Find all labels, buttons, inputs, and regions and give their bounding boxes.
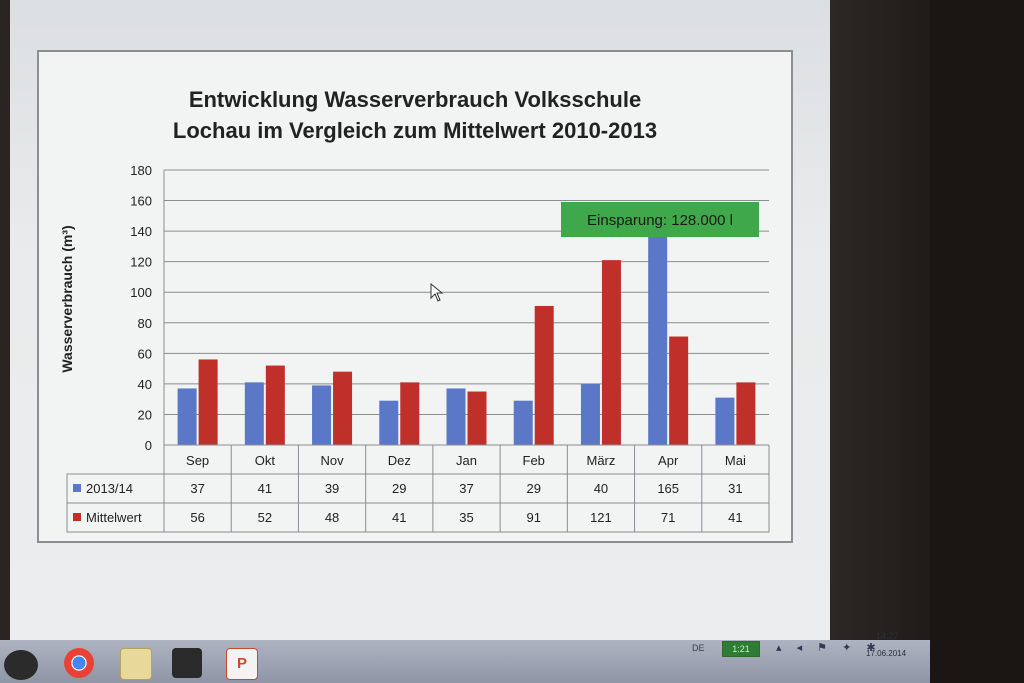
- clock-time[interactable]: 14:27: [876, 631, 899, 641]
- table-cell: 37: [459, 481, 473, 496]
- x-tick-label: März: [586, 453, 615, 468]
- screen-bezel: [830, 0, 930, 683]
- table-cell: 165: [657, 481, 679, 496]
- legend-label: Mittelwert: [86, 510, 142, 525]
- table-cell: 121: [590, 510, 612, 525]
- table-cell: 31: [728, 481, 742, 496]
- bar-mittelwert-0: [198, 359, 218, 445]
- chart-frame: Entwicklung Wasserverbrauch Volksschule …: [37, 50, 793, 543]
- y-axis-label: Wasserverbrauch (m³): [59, 225, 75, 372]
- chrome-icon[interactable]: [64, 648, 94, 678]
- battery-indicator[interactable]: 1:21: [722, 641, 760, 657]
- table-cell: 40: [594, 481, 608, 496]
- bar-mittelwert-5: [534, 305, 554, 445]
- table-cell: 35: [459, 510, 473, 525]
- bar-mittelwert-4: [467, 391, 487, 445]
- x-tick-label: Nov: [320, 453, 344, 468]
- y-tick-label: 60: [138, 346, 152, 361]
- legend-swatch: [73, 513, 81, 521]
- chart: Entwicklung Wasserverbrauch Volksschule …: [59, 87, 770, 533]
- bar-mittelwert-1: [265, 365, 285, 445]
- y-tick-label: 140: [130, 224, 152, 239]
- bar-2013-14-5: [513, 400, 533, 445]
- bar-2013-14-4: [446, 388, 466, 445]
- table-cell: 41: [392, 510, 406, 525]
- explorer-icon[interactable]: [120, 648, 152, 680]
- x-tick-label: Sep: [186, 453, 209, 468]
- table-cell: 91: [526, 510, 540, 525]
- bar-2013-14-1: [244, 382, 264, 445]
- table-cell: 48: [325, 510, 339, 525]
- clock-date[interactable]: 17.06.2014: [866, 649, 907, 658]
- table-cell: 71: [661, 510, 675, 525]
- powerpoint-icon[interactable]: P: [226, 648, 258, 680]
- bar-mittelwert-3: [400, 382, 420, 445]
- y-tick-labels: 0 20 40 60 80 100 120 140 160 180: [130, 163, 152, 453]
- y-tick-label: 180: [130, 163, 152, 178]
- annotation-text: Einsparung: 128.000 l: [587, 212, 733, 229]
- app-icon[interactable]: [172, 648, 202, 678]
- bar-2013-14-2: [312, 385, 332, 445]
- chart-title-line-2: Lochau im Vergleich zum Mittelwert 2010-…: [173, 118, 657, 143]
- mouse-cursor-icon: [430, 283, 444, 302]
- legend-label: 2013/14: [86, 481, 133, 496]
- chart-title-line-1: Entwicklung Wasserverbrauch Volksschule: [189, 87, 641, 112]
- y-tick-label: 120: [130, 255, 152, 270]
- taskbar: P DE 1:21 ▴ ◂ ⚑ ✦ ✱ 14:27 17.06.2014: [0, 631, 930, 683]
- annotation-box: [561, 202, 759, 237]
- bar-2013-14-8: [715, 397, 735, 445]
- tray-icons[interactable]: ▴ ◂ ⚑ ✦ ✱: [776, 642, 882, 654]
- y-tick-label: 0: [145, 438, 152, 453]
- y-tick-label: 100: [130, 285, 152, 300]
- table-cell: 41: [258, 481, 272, 496]
- start-icon[interactable]: [4, 650, 38, 680]
- y-tick-label: 80: [138, 316, 152, 331]
- x-tick-label: Okt: [255, 453, 276, 468]
- y-tick-label: 40: [138, 377, 152, 392]
- bar-mittelwert-7: [669, 336, 689, 445]
- table-cell: 52: [258, 510, 272, 525]
- bar-2013-14-7: [648, 215, 668, 445]
- bar-mittelwert-6: [601, 260, 621, 445]
- legend-swatch: [73, 484, 81, 492]
- x-tick-label: Apr: [658, 453, 679, 468]
- gridlines: [163, 169, 769, 446]
- table-cell: 29: [526, 481, 540, 496]
- table-cell: 37: [190, 481, 204, 496]
- table-cell: 56: [190, 510, 204, 525]
- language-indicator[interactable]: DE: [692, 643, 705, 653]
- data-table: Sep Okt Nov Dez Jan Feb März Apr Mai 2013/14 37 41 3…: [66, 444, 770, 533]
- y-tick-label: 20: [138, 407, 152, 422]
- wall-left: [0, 0, 10, 683]
- x-tick-label: Feb: [523, 453, 545, 468]
- bar-2013-14-3: [379, 400, 399, 445]
- y-tick-label: 160: [130, 194, 152, 209]
- table-cell: 39: [325, 481, 339, 496]
- bars: [177, 215, 756, 445]
- bar-2013-14-6: [580, 383, 600, 445]
- x-tick-label: Jan: [456, 453, 477, 468]
- bar-mittelwert-2: [333, 371, 353, 445]
- table-cell: 29: [392, 481, 406, 496]
- bar-mittelwert-8: [736, 382, 756, 445]
- bar-2013-14-0: [177, 388, 197, 445]
- x-tick-label: Dez: [388, 453, 411, 468]
- table-cell: 41: [728, 510, 742, 525]
- annotation-callout: Einsparung: 128.000 l: [561, 202, 759, 237]
- x-tick-label: Mai: [725, 453, 746, 468]
